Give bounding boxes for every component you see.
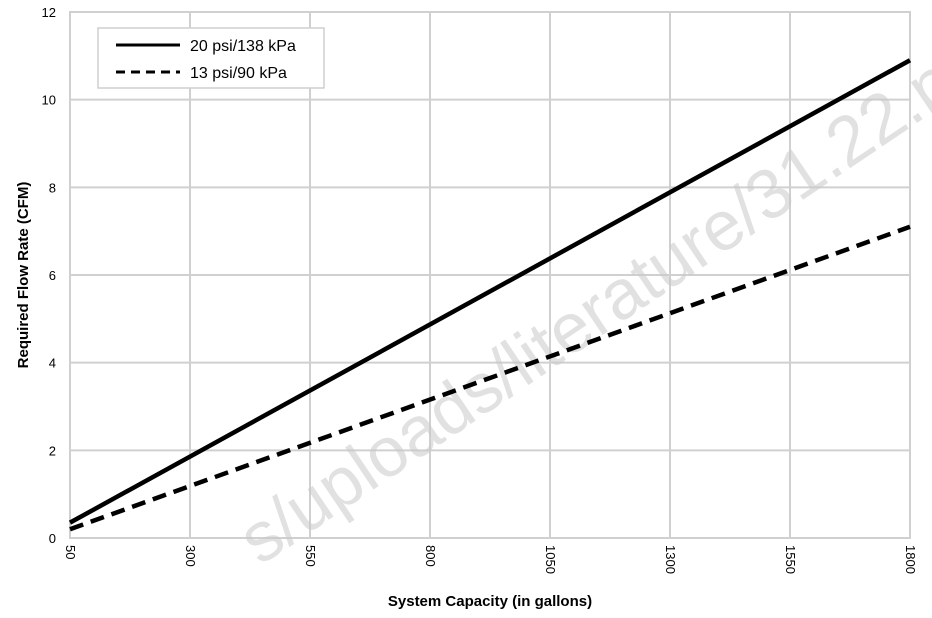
series-line-13psi <box>69 224 911 532</box>
y-tick-label: 0 <box>49 531 56 546</box>
x-tick-label: 300 <box>183 545 198 567</box>
x-tick-label: 1050 <box>543 545 558 574</box>
x-tick-label: 50 <box>63 545 78 559</box>
x-tick-label: 550 <box>303 545 318 567</box>
x-tick-labels: 50 300 550 800 1050 1300 1550 1800 <box>63 545 918 574</box>
x-tick-label: 1800 <box>903 545 918 574</box>
y-tick-label: 6 <box>49 268 56 283</box>
y-tick-label: 12 <box>42 5 56 20</box>
y-tick-label: 8 <box>49 180 56 195</box>
legend: 20 psi/138 kPa 13 psi/90 kPa <box>97 27 325 89</box>
legend-box <box>97 27 325 89</box>
legend-label-20psi: 20 psi/138 kPa <box>190 38 296 55</box>
grid <box>69 11 911 539</box>
y-tick-label: 2 <box>49 443 56 458</box>
y-tick-labels: 0 2 4 6 8 10 12 <box>42 5 56 546</box>
legend-label-13psi: 13 psi/90 kPa <box>190 65 287 82</box>
series-line-20psi <box>68 58 912 525</box>
y-tick-label: 4 <box>49 356 56 371</box>
y-axis-title: Required Flow Rate (CFM) <box>15 182 32 369</box>
x-axis-title: System Capacity (in gallons) <box>388 593 592 610</box>
x-tick-label: 1550 <box>783 545 798 574</box>
x-tick-label: 800 <box>423 545 438 567</box>
series-lines <box>68 58 912 532</box>
y-tick-label: 10 <box>42 93 56 108</box>
x-tick-label: 1300 <box>663 545 678 574</box>
